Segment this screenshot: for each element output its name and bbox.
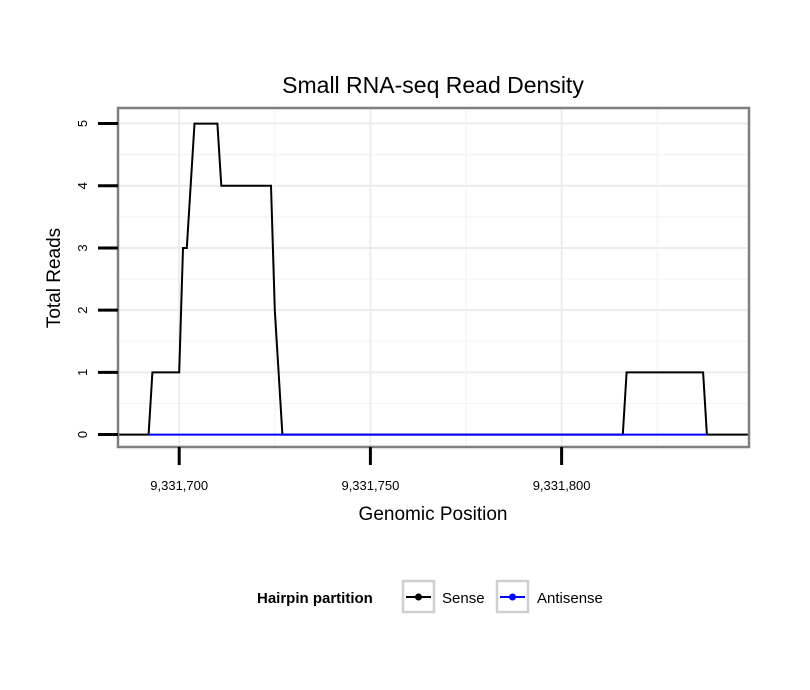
plot-panel-border: [116, 106, 751, 449]
grid: [118, 108, 749, 447]
x-tick-label: 9,331,800: [533, 478, 591, 493]
legend-point-antisense: [509, 593, 516, 601]
legend-label-antisense: Antisense: [537, 590, 603, 607]
y-tick-label: 3: [75, 244, 90, 251]
legend-item-sense: Sense: [401, 579, 485, 614]
y-tick-label: 5: [75, 120, 90, 127]
legend-item-antisense: Antisense: [495, 579, 603, 614]
series-line-sense: [118, 122, 749, 436]
x-axis: 9,331,700 9,331,750 9,331,800: [150, 447, 591, 493]
x-axis-title: Genomic Position: [359, 504, 508, 525]
x-tick-label: 9,331,700: [150, 478, 208, 493]
y-tick-label: 4: [75, 182, 90, 189]
legend-title: Hairpin partition: [257, 590, 373, 607]
y-tick-label: 0: [75, 431, 90, 438]
y-tick-label: 1: [75, 369, 90, 376]
y-axis: 0 1 2 3 4 5: [75, 120, 118, 438]
legend-point-sense: [415, 593, 422, 601]
legend-label-sense: Sense: [442, 590, 485, 607]
series-lines: [118, 122, 749, 436]
y-tick-label: 2: [75, 307, 90, 314]
y-axis-title: Total Reads: [44, 228, 65, 328]
chart-title: Small RNA-seq Read Density: [282, 72, 584, 98]
x-tick-label: 9,331,750: [341, 478, 399, 493]
legend: Hairpin partition Sense Antisense: [257, 579, 603, 614]
